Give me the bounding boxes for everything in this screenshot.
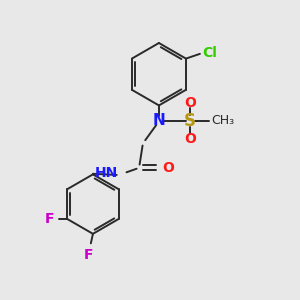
Text: O: O <box>184 96 196 110</box>
Text: CH₃: CH₃ <box>212 114 235 128</box>
Text: F: F <box>44 212 54 226</box>
Text: O: O <box>184 132 196 146</box>
Text: HN: HN <box>95 166 118 180</box>
Text: S: S <box>184 112 196 130</box>
Text: N: N <box>152 113 165 128</box>
Text: Cl: Cl <box>202 46 217 60</box>
Text: F: F <box>84 248 93 262</box>
Text: O: O <box>162 160 174 175</box>
